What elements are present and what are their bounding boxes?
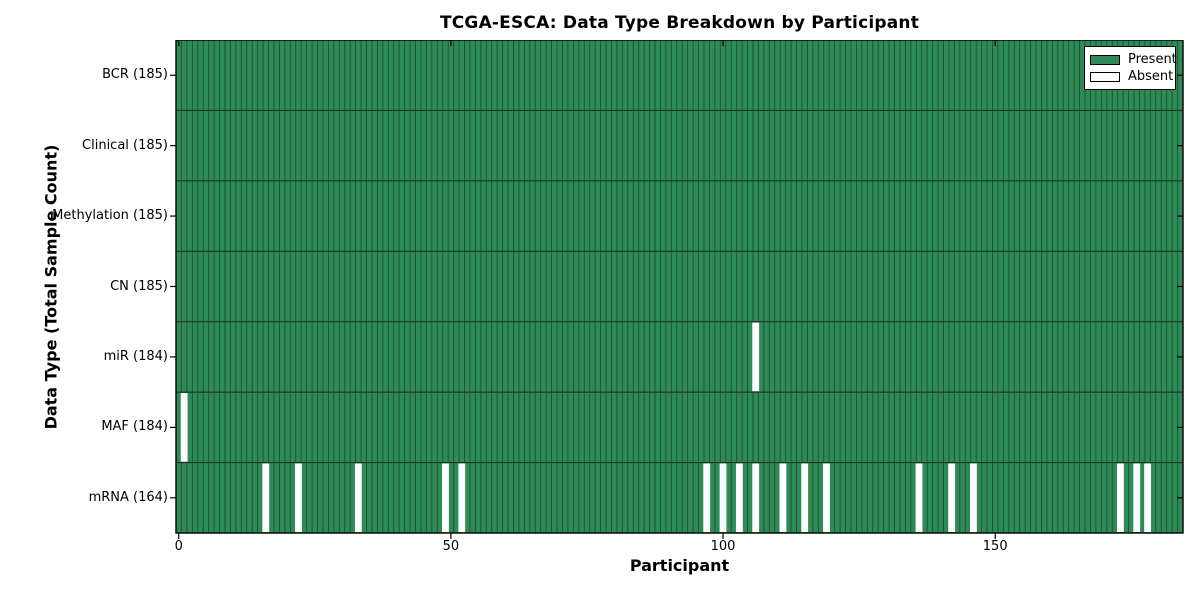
y-tick-label-MAF: MAF (184): [101, 419, 168, 435]
legend-item-absent: Absent: [1090, 68, 1173, 85]
x-tick-label-100: 100: [710, 539, 736, 554]
y-tick-label-Clinical: Clinical (185): [82, 137, 168, 153]
x-tick-label-150: 150: [982, 539, 1008, 554]
y-tick-label-mRNA: mRNA (164): [88, 489, 168, 505]
present-swatch-icon: [1090, 54, 1120, 65]
plot-area: [170, 40, 1184, 539]
legend-label-present: Present: [1128, 52, 1177, 67]
legend-label-absent: Absent: [1128, 69, 1174, 84]
y-tick-label-CN: CN (185): [110, 278, 168, 294]
legend-item-present: Present: [1090, 51, 1177, 68]
y-tick-label-Methylation: Methylation (185): [52, 208, 168, 224]
y-tick-label-BCR: BCR (185): [102, 67, 168, 83]
absent-swatch-icon: [1090, 71, 1120, 82]
legend: Present Absent: [1084, 46, 1177, 90]
chart-title: TCGA-ESCA: Data Type Breakdown by Partic…: [439, 13, 920, 33]
x-tick-label-50: 50: [442, 539, 460, 554]
x-axis-label: Participant: [629, 556, 730, 575]
y-tick-label-miR: miR (184): [103, 348, 168, 364]
x-tick-label-0: 0: [174, 539, 183, 554]
